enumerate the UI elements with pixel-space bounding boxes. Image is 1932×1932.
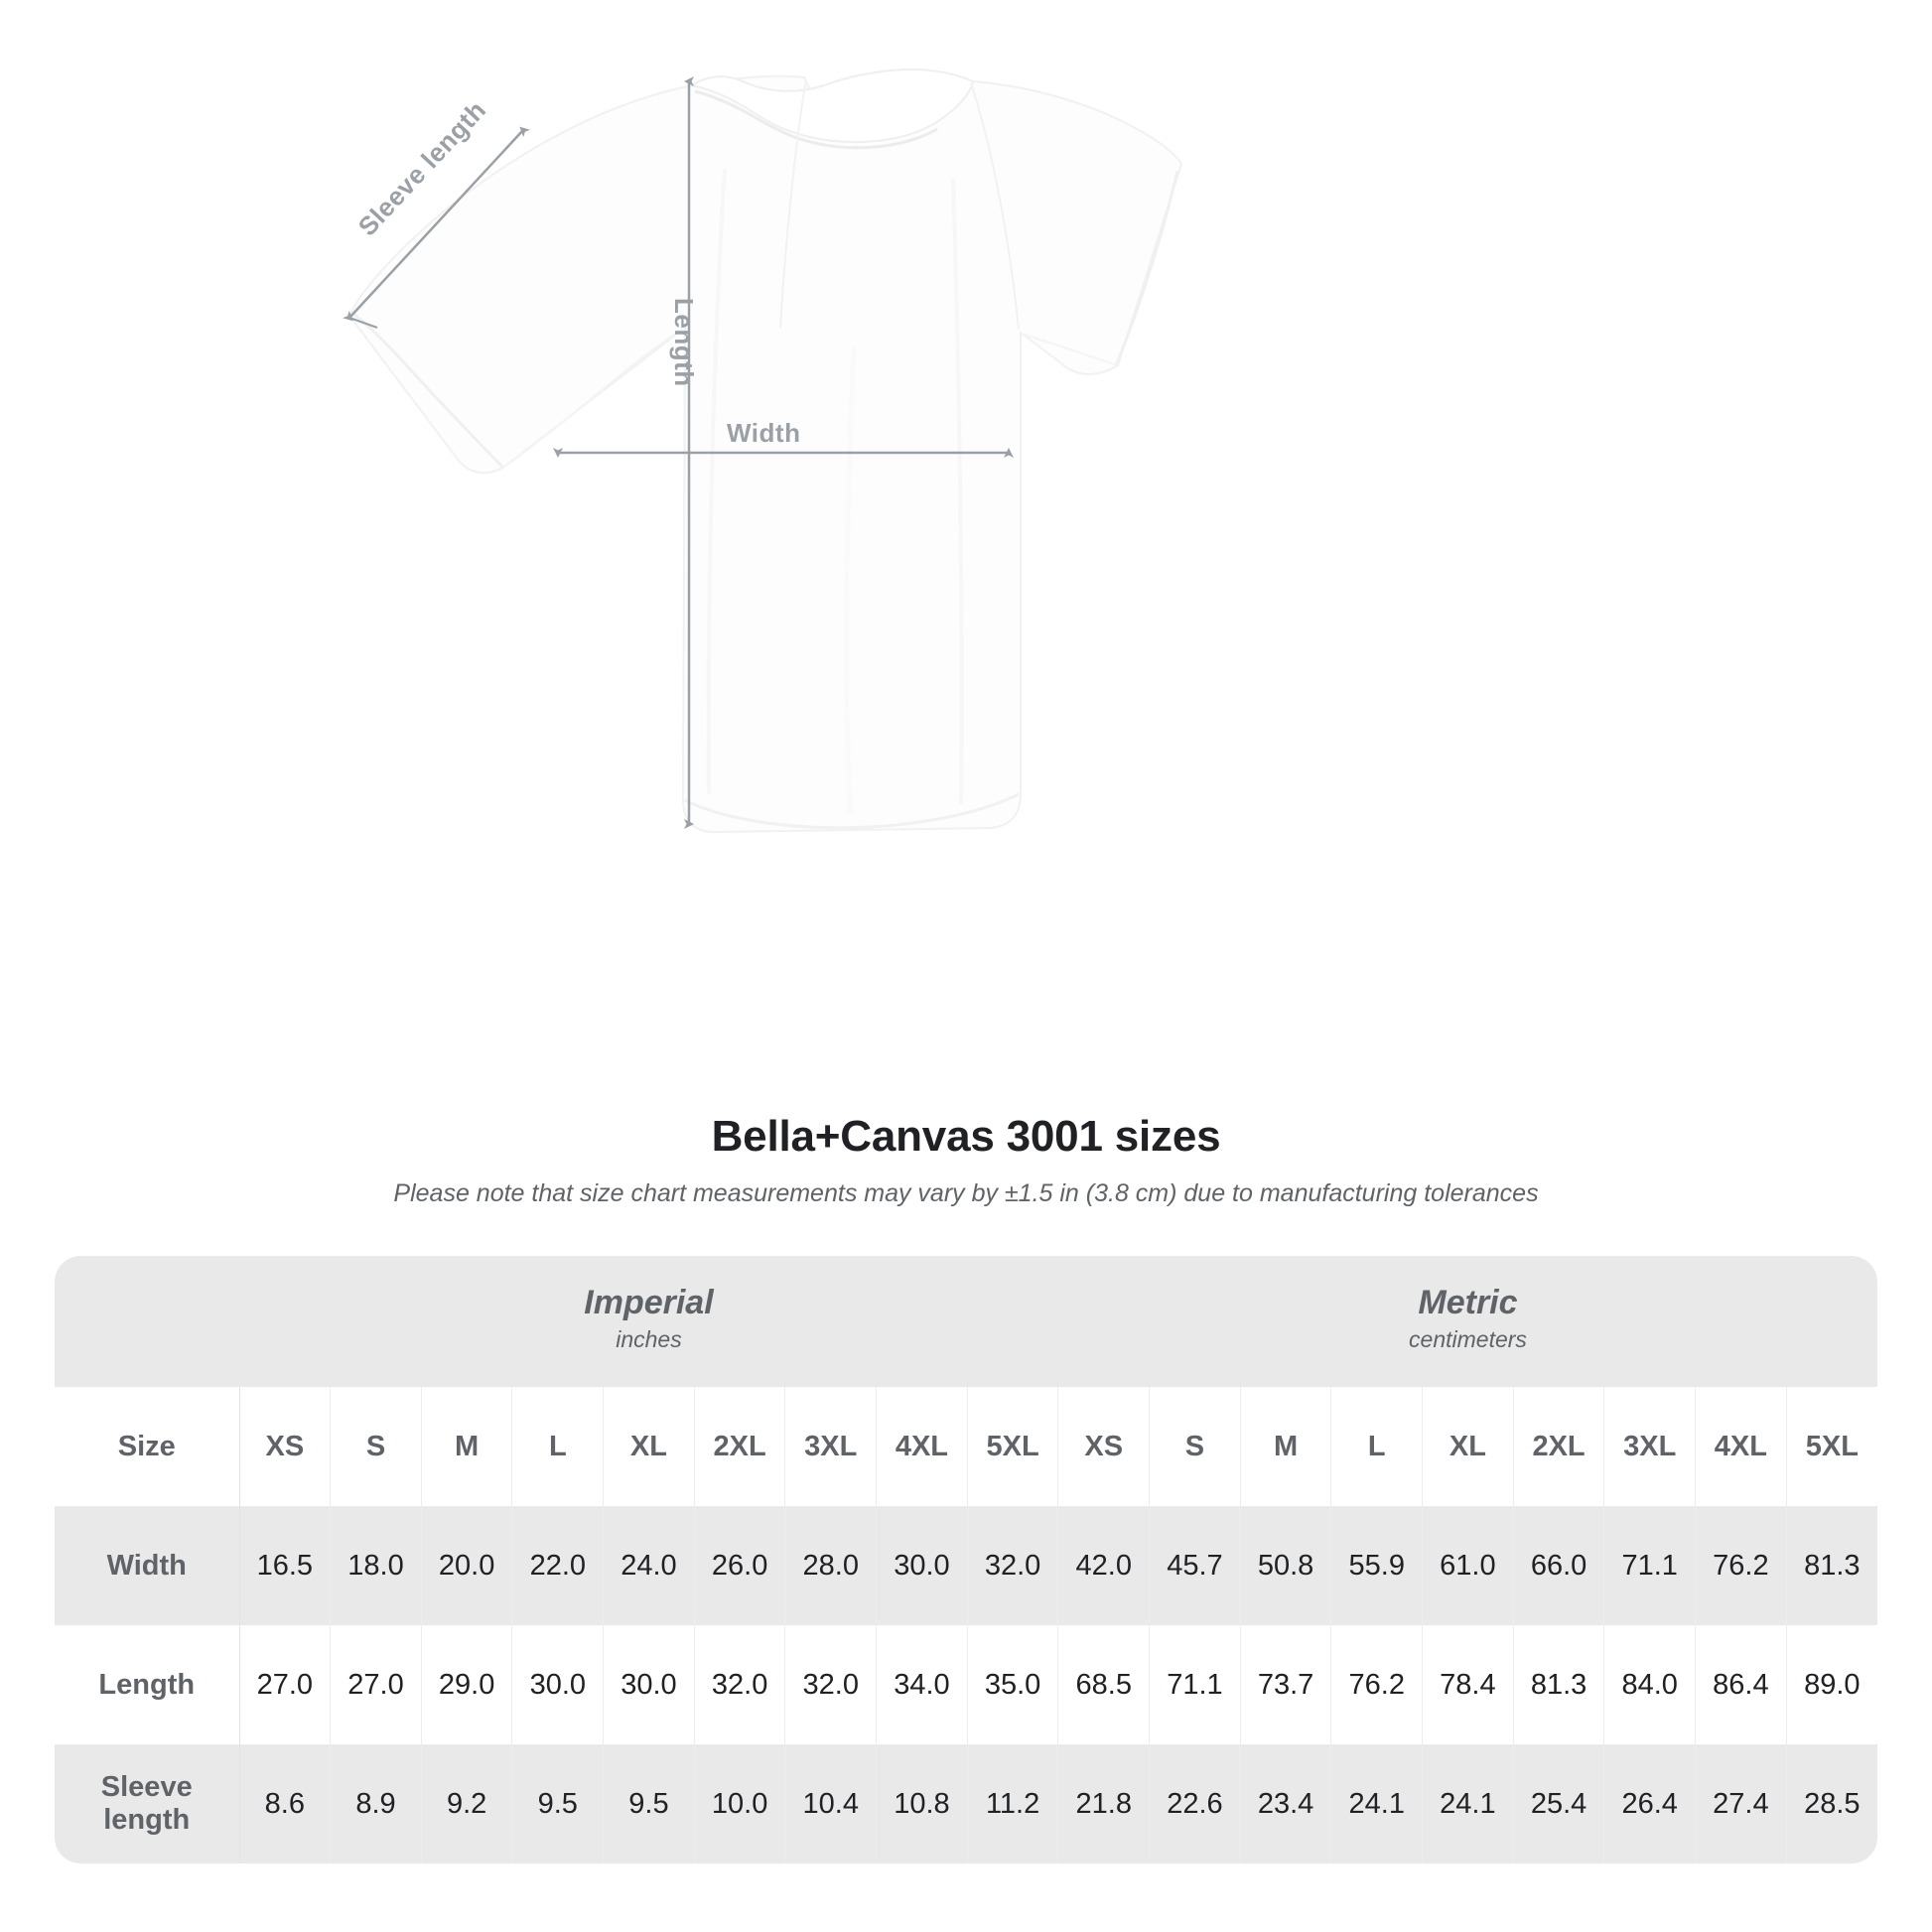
table-cell: 28.0 [784, 1506, 878, 1625]
table-cell: 89.0 [1786, 1625, 1877, 1744]
table-cell: 84.0 [1603, 1625, 1697, 1744]
table-cell: 27.4 [1695, 1744, 1787, 1863]
table-cell: 28.5 [1786, 1744, 1877, 1863]
size-header-cell: XL [603, 1387, 695, 1506]
size-header-cell: XS [239, 1387, 332, 1506]
size-header-cell: 4XL [876, 1387, 968, 1506]
table-cell: 61.0 [1422, 1506, 1514, 1625]
table-cell: 73.7 [1240, 1625, 1332, 1744]
table-cell: 18.0 [330, 1506, 422, 1625]
width-label: Width [727, 418, 801, 448]
table-row: Length 27.0 27.0 29.0 30.0 30.0 32.0 32.0 34.0 35… [55, 1625, 1877, 1744]
table-cell: 78.4 [1422, 1625, 1514, 1744]
size-header-cell: XL [1422, 1387, 1514, 1506]
table-cell: 30.0 [603, 1625, 695, 1744]
row-label: Length [55, 1625, 240, 1744]
table-cell: 86.4 [1695, 1625, 1787, 1744]
size-header-cell: XS [1057, 1387, 1151, 1506]
size-chart-table: Imperial inches Metric centimeters Size … [55, 1256, 1877, 1863]
table-cell: 34.0 [876, 1625, 968, 1744]
size-header-cell: 5XL [967, 1387, 1059, 1506]
table-cell: 25.4 [1513, 1744, 1605, 1863]
table-cell: 8.6 [239, 1744, 332, 1863]
size-header-cell: 5XL [1786, 1387, 1877, 1506]
table-cell: 20.0 [421, 1506, 513, 1625]
table-cell: 32.0 [784, 1625, 878, 1744]
tshirt-illustration [342, 68, 1183, 834]
table-cell: 21.8 [1057, 1744, 1151, 1863]
unit-group-imperial: Imperial inches [239, 1256, 1058, 1387]
size-header-cell: 4XL [1695, 1387, 1787, 1506]
table-cell: 76.2 [1695, 1506, 1787, 1625]
unit-group-metric: Metric centimeters [1057, 1256, 1877, 1387]
table-row: Width 16.5 18.0 20.0 22.0 24.0 26.0 28.0 30.0 32.… [55, 1506, 1877, 1625]
table-cell: 10.0 [694, 1744, 786, 1863]
size-header-cell: 2XL [694, 1387, 786, 1506]
size-chart-container: Imperial inches Metric centimeters Size … [55, 1256, 1877, 1863]
table-cell: 81.3 [1513, 1625, 1605, 1744]
table-cell: 9.5 [603, 1744, 695, 1863]
table-cell: 29.0 [421, 1625, 513, 1744]
size-header-cell: M [421, 1387, 513, 1506]
sleeve-length-dimension-arrow [342, 126, 531, 329]
table-cell: 24.0 [603, 1506, 695, 1625]
table-cell: 16.5 [239, 1506, 332, 1625]
table-cell: 27.0 [239, 1625, 332, 1744]
table-cell: 66.0 [1513, 1506, 1605, 1625]
length-label: Length [669, 298, 699, 387]
table-cell: 23.4 [1240, 1744, 1332, 1863]
table-cell: 26.0 [694, 1506, 786, 1625]
size-header-cell: S [330, 1387, 422, 1506]
table-cell: 42.0 [1057, 1506, 1151, 1625]
table-cell: 45.7 [1149, 1506, 1241, 1625]
table-cell: 26.4 [1603, 1744, 1697, 1863]
size-header-cell: 3XL [1603, 1387, 1697, 1506]
table-cell: 27.0 [330, 1625, 422, 1744]
unit-group-metric-sub: centimeters [1409, 1326, 1527, 1353]
table-row: Sleeve length 8.6 8.9 9.2 9.5 9.5 10.0 10.4 10.8… [55, 1744, 1877, 1863]
table-cell: 9.2 [421, 1744, 513, 1863]
table-cell: 68.5 [1057, 1625, 1151, 1744]
table-cell: 71.1 [1149, 1625, 1241, 1744]
unit-row-spacer [55, 1256, 239, 1387]
page-subtitle: Please note that size chart measurements… [393, 1179, 1539, 1207]
unit-group-imperial-name: Imperial [584, 1283, 714, 1321]
size-header-cell: S [1149, 1387, 1241, 1506]
table-cell: 32.0 [967, 1506, 1059, 1625]
size-header-cell: L [1330, 1387, 1424, 1506]
row-label: Width [55, 1506, 240, 1625]
table-cell: 71.1 [1603, 1506, 1697, 1625]
table-cell: 11.2 [967, 1744, 1059, 1863]
table-cell: 24.1 [1422, 1744, 1514, 1863]
table-cell: 76.2 [1330, 1625, 1424, 1744]
unit-group-row: Imperial inches Metric centimeters [55, 1256, 1877, 1387]
table-cell: 22.6 [1149, 1744, 1241, 1863]
page-title: Bella+Canvas 3001 sizes [711, 1112, 1221, 1161]
table-cell: 30.0 [511, 1625, 605, 1744]
size-header-row: Size XS S M L XL 2XL 3XL 4XL 5XL XS S M L XL 2XL 3XL 4XL… [55, 1387, 1877, 1506]
table-cell: 22.0 [511, 1506, 605, 1625]
size-header-cell: 2XL [1513, 1387, 1605, 1506]
row-label: Sleeve length [55, 1744, 240, 1863]
unit-group-imperial-sub: inches [616, 1326, 682, 1353]
size-header-cell: L [511, 1387, 605, 1506]
table-cell: 35.0 [967, 1625, 1059, 1744]
title-block: Bella+Canvas 3001 sizes Please note that… [0, 1112, 1932, 1208]
table-cell: 10.8 [876, 1744, 968, 1863]
size-header-cell: 3XL [784, 1387, 878, 1506]
table-cell: 24.1 [1330, 1744, 1424, 1863]
table-cell: 9.5 [511, 1744, 605, 1863]
table-cell: 32.0 [694, 1625, 786, 1744]
table-cell: 8.9 [330, 1744, 422, 1863]
tshirt-diagram: Sleeve length Length Width [342, 68, 1183, 834]
table-cell: 30.0 [876, 1506, 968, 1625]
table-cell: 10.4 [784, 1744, 878, 1863]
size-header-label: Size [55, 1387, 240, 1506]
unit-group-metric-name: Metric [1418, 1283, 1518, 1321]
size-header-cell: M [1240, 1387, 1332, 1506]
table-cell: 81.3 [1786, 1506, 1877, 1625]
table-cell: 50.8 [1240, 1506, 1332, 1625]
table-cell: 55.9 [1330, 1506, 1424, 1625]
